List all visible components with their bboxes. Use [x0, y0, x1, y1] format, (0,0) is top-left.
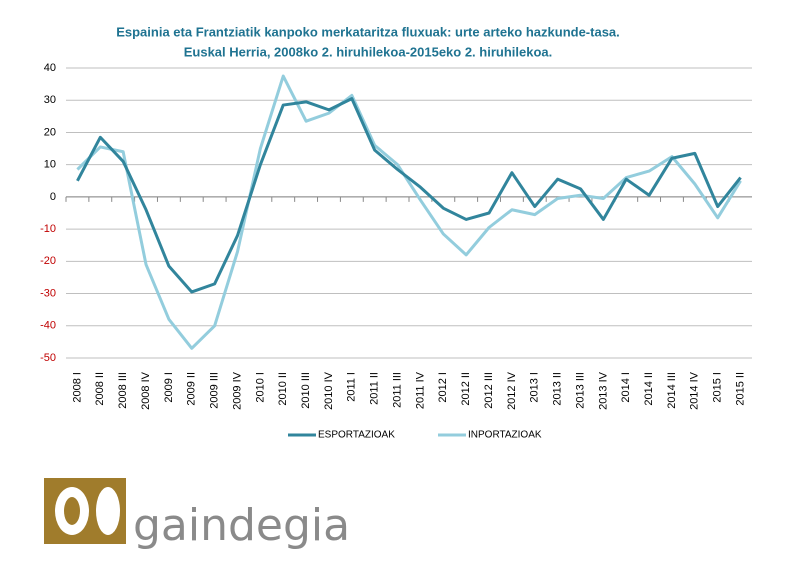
x-tick-label: 2012 I: [437, 372, 449, 403]
y-tick-label: 0: [50, 191, 56, 203]
x-tick-label: 2012 IV: [506, 371, 518, 410]
logo-shape: [96, 487, 120, 535]
x-tick-label: 2015 I: [712, 372, 724, 403]
x-tick-label: 2009 II: [186, 372, 198, 406]
x-tick-label: 2008 I: [71, 372, 83, 403]
y-tick-label: 40: [44, 62, 56, 74]
y-tick-label: -50: [40, 352, 56, 364]
x-tick-label: 2008 III: [117, 372, 129, 409]
x-tick-label: 2008 IV: [140, 371, 152, 410]
x-tick-label: 2013 II: [552, 372, 564, 406]
series-line: [76, 97, 742, 294]
x-tick-label: 2015 II: [734, 372, 746, 406]
logo: gaindegia: [44, 478, 350, 551]
x-tick-label: 2010 II: [277, 372, 289, 406]
x-tick-label: 2010 I: [254, 372, 266, 403]
y-tick-label: -20: [40, 255, 56, 267]
y-tick-label: -30: [40, 287, 56, 299]
x-tick-label: 2009 I: [163, 372, 175, 403]
x-tick-label: 2010 IV: [323, 371, 335, 410]
logo-shape: [64, 497, 80, 525]
x-tick-label: 2013 III: [574, 372, 586, 409]
y-tick-label: 20: [44, 126, 56, 138]
x-tick-label: 2014 III: [666, 372, 678, 409]
x-tick-label: 2008 II: [94, 372, 106, 406]
x-tick-label: 2011 IV: [414, 371, 426, 409]
legend-label: ESPORTAZIOAK: [318, 430, 395, 441]
x-tick-label: 2014 IV: [689, 371, 701, 410]
y-tick-label: -10: [40, 223, 56, 235]
y-tick-label: 30: [44, 94, 56, 106]
series-line: [76, 74, 742, 350]
x-tick-label: 2014 II: [643, 372, 655, 406]
x-tick-label: 2011 I: [346, 372, 358, 402]
x-tick-label: 2011 III: [391, 372, 403, 408]
x-tick-label: 2009 III: [209, 372, 221, 409]
logo-text: gaindegia: [133, 500, 350, 551]
x-tick-label: 2012 II: [460, 372, 472, 406]
chart-subtitle: Euskal Herria, 2008ko 2. hiruhilekoa-201…: [184, 44, 553, 59]
chart-title: Espainia eta Frantziatik kanpoko merkata…: [116, 24, 620, 39]
x-tick-label: 2013 IV: [597, 371, 609, 410]
y-tick-label: -40: [40, 320, 56, 332]
x-tick-label: 2010 III: [300, 372, 312, 409]
x-tick-label: 2013 I: [529, 372, 541, 403]
x-tick-label: 2012 III: [483, 372, 495, 409]
x-tick-label: 2009 IV: [231, 371, 243, 410]
x-tick-label: 2011 II: [369, 372, 381, 405]
y-tick-label: 10: [44, 159, 56, 171]
x-tick-label: 2014 I: [620, 372, 632, 403]
legend-label: INPORTAZIOAK: [468, 430, 542, 441]
